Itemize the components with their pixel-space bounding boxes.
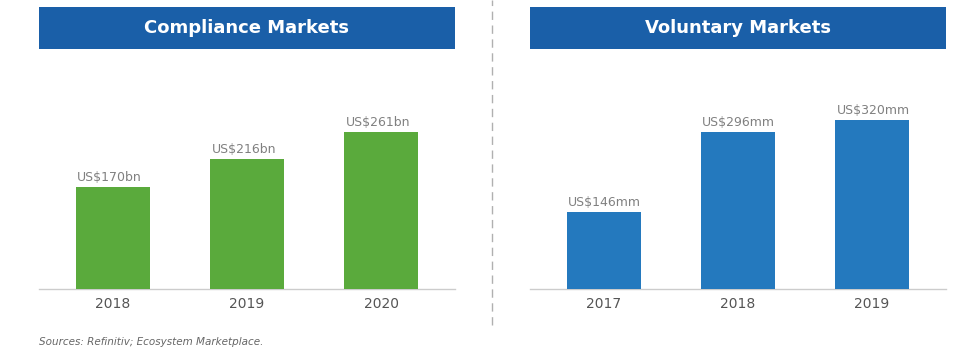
Text: Voluntary Markets: Voluntary Markets: [644, 19, 831, 37]
Bar: [701, 132, 775, 289]
Text: US$216bn: US$216bn: [212, 143, 276, 156]
Text: US$320mm: US$320mm: [837, 104, 910, 117]
Bar: [76, 187, 150, 289]
Text: US$261bn: US$261bn: [345, 116, 410, 129]
Bar: [210, 159, 284, 289]
Text: US$146mm: US$146mm: [568, 196, 641, 209]
Bar: [566, 212, 641, 289]
Text: US$296mm: US$296mm: [702, 116, 775, 129]
Bar: [835, 119, 909, 289]
Text: US$170bn: US$170bn: [77, 171, 142, 184]
Text: Sources: Refinitiv; Ecosystem Marketplace.: Sources: Refinitiv; Ecosystem Marketplac…: [39, 336, 263, 347]
Text: Compliance Markets: Compliance Markets: [144, 19, 349, 37]
Bar: [344, 132, 418, 289]
